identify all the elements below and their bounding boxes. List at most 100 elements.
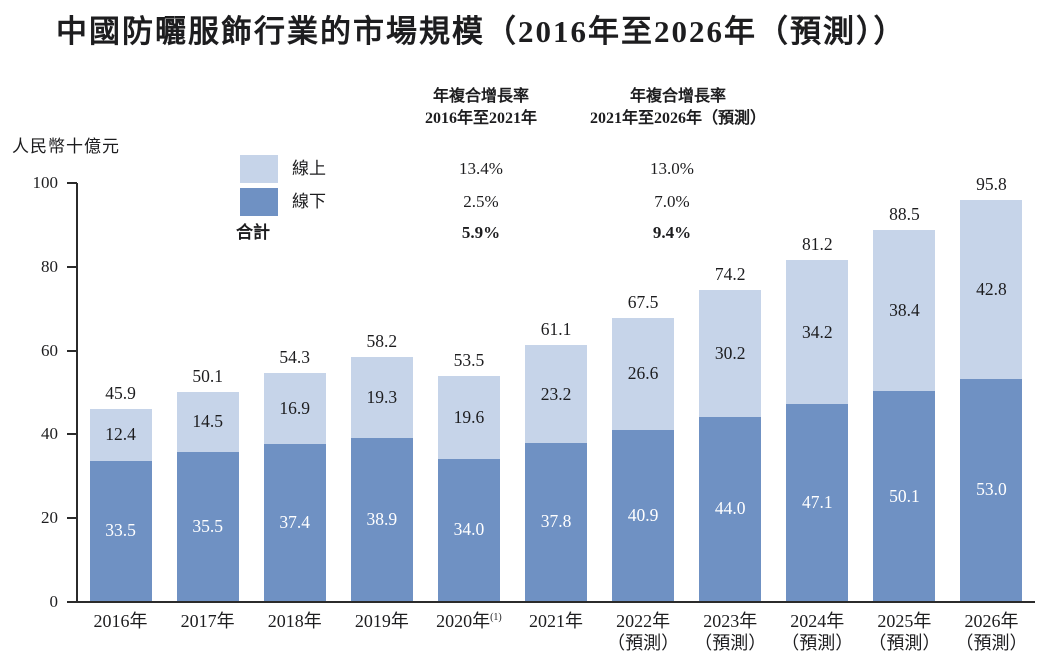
- bar-segment-offline: 44.0: [699, 416, 762, 601]
- bar-total-label: 88.5: [889, 204, 920, 225]
- bar-segment-offline: 33.5: [89, 460, 152, 601]
- bar-slot: 74.2 30.2 44.0: [687, 181, 774, 601]
- cagr-header-line: 2016年至2021年: [424, 110, 537, 127]
- x-axis-forecast-note: （預測）: [607, 633, 680, 653]
- bar-slot: 95.8 42.8 53.0: [948, 175, 1035, 601]
- stacked-bar: 19.3 38.9: [350, 357, 413, 601]
- online-cagr-2016-2021: 13.4%: [459, 159, 503, 178]
- y-tick-mark: [67, 349, 77, 352]
- y-tick-mark: [67, 182, 77, 184]
- total-cagr-2016-2021: 5.9%: [461, 223, 501, 242]
- bar-total-label: 95.8: [976, 173, 1007, 194]
- y-axis-line: [76, 183, 78, 603]
- x-axis-category-label: 2017年: [164, 610, 251, 654]
- plot-area: 45.9 12.4 33.5 50.1 14.5 35.5 54.3 16.9 37.4 58.2…: [77, 175, 1035, 601]
- bar-segment-online: 16.9: [263, 373, 326, 445]
- bar-segment-online: 30.2: [699, 290, 762, 417]
- bar-segment-online: 12.4: [89, 408, 152, 461]
- stacked-bar: 26.6 40.9: [612, 318, 675, 601]
- legend-row-total: 合計 5.9% 9.4%: [0, 219, 1043, 248]
- y-axis-unit-label: 人民幣十億元: [12, 137, 120, 156]
- x-axis-line: [68, 601, 1035, 603]
- y-tick-mark: [67, 433, 77, 436]
- y-tick-label: 80: [41, 256, 58, 276]
- bar-total-label: 54.3: [279, 347, 311, 368]
- x-axis-year: 2019年: [354, 611, 409, 631]
- bar-slot: 58.2 19.3 38.9: [338, 181, 425, 601]
- stacked-bar: 34.2 47.1: [786, 260, 849, 601]
- cagr-header-line: 年複合增長率: [432, 88, 529, 105]
- bar-slot: 53.5 19.6 34.0: [425, 181, 512, 601]
- bar-total-label: 61.1: [540, 319, 572, 340]
- cagr-header-line: 2021年至2026年（預測）: [589, 110, 766, 127]
- bar-segment-online: 19.6: [437, 376, 500, 459]
- stacked-bar: 12.4 33.5: [89, 408, 152, 601]
- total-row-label: 合計: [236, 223, 270, 242]
- stacked-bar: 14.5 35.5: [176, 391, 239, 602]
- bar-segment-offline: 40.9: [612, 429, 675, 601]
- cagr-header-2021-2026: 年複合增長率 2021年至2026年（預測）: [548, 86, 808, 130]
- offline-cagr-2021-2026: 7.0%: [654, 192, 690, 211]
- x-axis-category-label: 2021年: [512, 610, 599, 654]
- bar-segment-online: 26.6: [612, 318, 675, 430]
- y-tick-label: 60: [41, 340, 58, 360]
- stacked-bar: 42.8 53.0: [960, 199, 1023, 601]
- bar-segment-offline: 37.8: [525, 442, 588, 601]
- bar-slot: 50.1 14.5 35.5: [164, 181, 251, 601]
- bar-segment-offline: 50.1: [873, 391, 936, 601]
- bar-total-label: 50.1: [192, 365, 223, 386]
- x-axis-year: 2022年: [616, 611, 671, 631]
- offline-legend-swatch: [240, 188, 278, 216]
- x-axis-forecast-note: （預測）: [781, 633, 854, 653]
- x-axis-year: 2026年: [964, 611, 1019, 631]
- bar-segment-offline: 35.5: [176, 452, 239, 601]
- bar-total-label: 67.5: [627, 292, 659, 313]
- footnote-marker: (1): [490, 612, 502, 623]
- bar-segment-online: 19.3: [350, 357, 413, 439]
- x-axis-forecast-note: （預測）: [694, 633, 767, 653]
- bar-segment-online: 38.4: [873, 230, 936, 392]
- online-cagr-2021-2026: 13.0%: [650, 159, 694, 178]
- x-axis-forecast-note: （預測）: [955, 633, 1028, 653]
- x-axis-year: 2023年: [703, 611, 758, 631]
- x-axis-category-label: 2016年: [77, 610, 164, 654]
- offline-legend-label: 線下: [292, 192, 326, 211]
- legend-row-online: 線上 13.4% 13.0%: [0, 155, 1043, 184]
- bar-slot: 81.2 34.2 47.1: [774, 181, 861, 601]
- x-axis-category-label: 2019年: [338, 610, 425, 654]
- total-cagr-2021-2026: 9.4%: [652, 223, 692, 242]
- bar-total-label: 81.2: [801, 234, 833, 255]
- x-axis-year: 2025年: [877, 611, 932, 631]
- bar-segment-online: 23.2: [525, 345, 588, 443]
- x-axis-category-label: 2023年 （預測）: [687, 610, 774, 654]
- x-axis-category-label: 2020年(1): [425, 610, 512, 654]
- stacked-bar: 19.6 34.0: [437, 376, 500, 601]
- bar-slot: 88.5 38.4 50.1: [861, 181, 948, 601]
- bar-slot: 45.9 12.4 33.5: [77, 181, 164, 601]
- bar-segment-offline: 47.1: [786, 403, 849, 601]
- bar-slot: 61.1 23.2 37.8: [512, 181, 599, 601]
- stacked-bar: 38.4 50.1: [873, 230, 936, 601]
- chart-title: 中國防曬服飾行業的市場規模（2016年至2026年（預測））: [56, 14, 907, 49]
- stacked-bar: 30.2 44.0: [699, 290, 762, 601]
- bar-segment-online: 42.8: [960, 199, 1023, 379]
- x-axis-category-label: 2025年 （預測）: [861, 610, 948, 654]
- y-tick-label: 100: [32, 173, 59, 192]
- x-axis-category-label: 2018年: [251, 610, 338, 654]
- y-tick-label: 40: [41, 424, 58, 444]
- bar-total-label: 53.5: [453, 350, 485, 371]
- x-axis-category-label: 2024年 （預測）: [774, 610, 861, 654]
- x-axis-year: 2016年: [93, 611, 148, 631]
- bar-total-label: 74.2: [714, 264, 746, 285]
- bar-segment-online: 14.5: [176, 391, 239, 453]
- online-legend-label: 線上: [292, 159, 326, 178]
- x-axis-labels: 2016年 2017年 2018年 2019年 2020年(1) 2021年 2022年 （預…: [77, 610, 1035, 654]
- y-tick-mark: [67, 517, 77, 520]
- bar-slot: 54.3 16.9 37.4: [251, 181, 338, 601]
- cagr-header-2016-2021: 年複合增長率 2016年至2021年: [381, 86, 581, 130]
- legend-row-offline: 線下 2.5% 7.0%: [0, 188, 1043, 217]
- x-axis-category-label: 2026年 （預測）: [948, 610, 1035, 654]
- x-axis-year: 2020年(1): [436, 611, 502, 631]
- stacked-bar: 23.2 37.8: [525, 345, 588, 601]
